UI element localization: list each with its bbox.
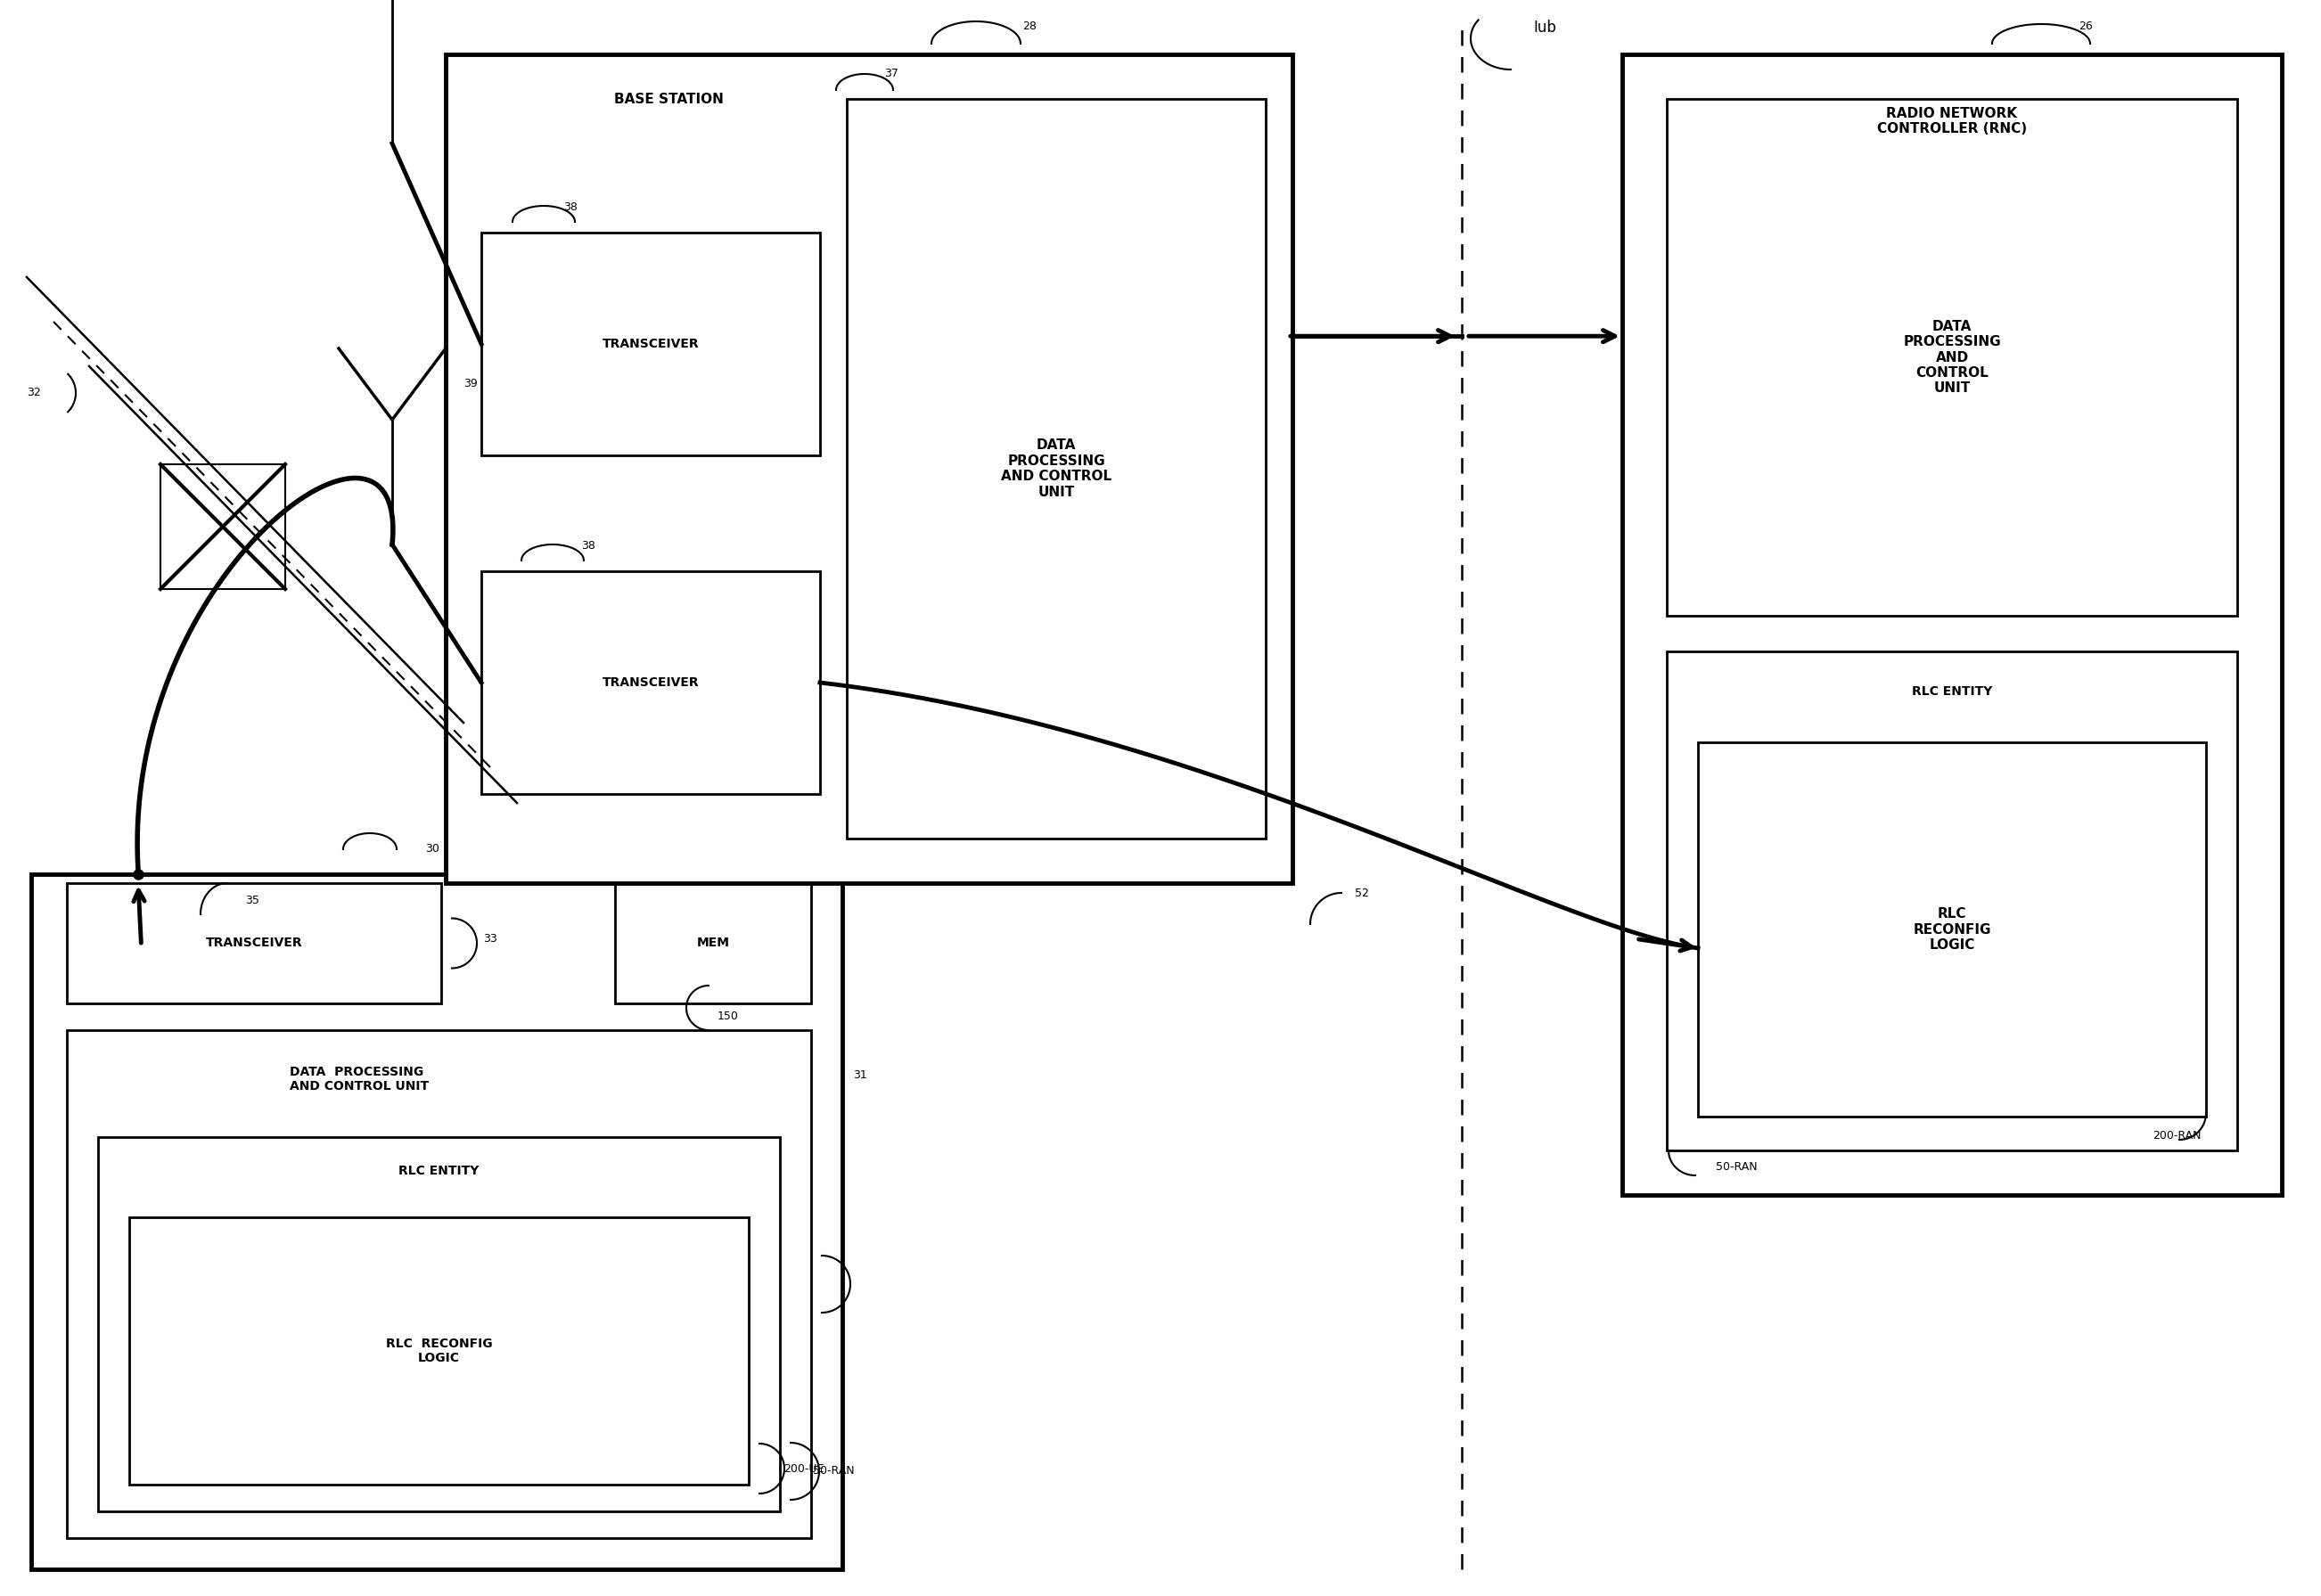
Text: 50-RAN: 50-RAN xyxy=(812,1465,854,1476)
Text: TRANSCEIVER: TRANSCEIVER xyxy=(601,677,699,689)
Text: 35: 35 xyxy=(246,895,260,907)
Text: 150: 150 xyxy=(717,1010,738,1021)
Bar xyxy=(1666,99,2237,616)
Text: 39: 39 xyxy=(464,378,478,389)
Bar xyxy=(67,883,441,1004)
Text: RLC
RECONFIG
LOGIC: RLC RECONFIG LOGIC xyxy=(1913,907,1991,951)
Text: TRANSCEIVER: TRANSCEIVER xyxy=(601,338,699,350)
Text: 38: 38 xyxy=(564,201,578,212)
Bar xyxy=(1699,742,2205,1117)
Bar xyxy=(67,1029,810,1539)
Text: 28: 28 xyxy=(1024,21,1037,32)
Bar xyxy=(480,233,819,455)
Text: RADIO NETWORK
CONTROLLER (RNC): RADIO NETWORK CONTROLLER (RNC) xyxy=(1878,107,2026,136)
Text: RLC  RECONFIG
LOGIC: RLC RECONFIG LOGIC xyxy=(385,1337,492,1365)
Text: 52: 52 xyxy=(1355,887,1369,899)
Text: DATA  PROCESSING
AND CONTROL UNIT: DATA PROCESSING AND CONTROL UNIT xyxy=(290,1066,429,1093)
Text: 200-RAN: 200-RAN xyxy=(2154,1130,2203,1141)
Text: TRANSCEIVER: TRANSCEIVER xyxy=(207,937,302,950)
Text: 32: 32 xyxy=(28,388,42,399)
Bar xyxy=(97,1136,780,1511)
Bar xyxy=(130,1218,750,1484)
Text: 50-RAN: 50-RAN xyxy=(1715,1162,1757,1173)
Text: DATA
PROCESSING
AND CONTROL
UNIT: DATA PROCESSING AND CONTROL UNIT xyxy=(1000,439,1112,498)
Bar xyxy=(1622,54,2282,1195)
Bar xyxy=(1666,651,2237,1151)
Text: 30: 30 xyxy=(425,843,439,854)
Text: DATA
PROCESSING
AND
CONTROL
UNIT: DATA PROCESSING AND CONTROL UNIT xyxy=(1903,319,2001,396)
Text: 38: 38 xyxy=(580,539,596,552)
Bar xyxy=(480,571,819,793)
Text: MEM: MEM xyxy=(696,937,729,950)
Text: 31: 31 xyxy=(854,1069,868,1080)
Text: Iub: Iub xyxy=(1534,19,1555,35)
Text: RLC ENTITY: RLC ENTITY xyxy=(399,1165,478,1178)
Text: 33: 33 xyxy=(483,934,497,945)
Bar xyxy=(847,99,1265,838)
Text: 37: 37 xyxy=(884,67,898,80)
Bar xyxy=(446,54,1293,883)
Text: RLC ENTITY: RLC ENTITY xyxy=(1913,685,1991,697)
Bar xyxy=(615,883,810,1004)
Bar xyxy=(30,875,843,1569)
Text: 200-UE: 200-UE xyxy=(784,1464,824,1475)
Text: BASE STATION: BASE STATION xyxy=(613,93,724,105)
Text: 26: 26 xyxy=(2080,21,2094,32)
